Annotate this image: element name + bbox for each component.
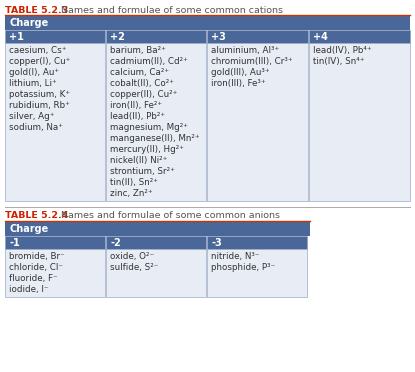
Text: copper(I), Cu⁺: copper(I), Cu⁺: [9, 57, 71, 66]
Bar: [207, 236, 307, 249]
Text: chromium(III), Cr³⁺: chromium(III), Cr³⁺: [211, 57, 293, 66]
Text: TABLE 5.2.3: TABLE 5.2.3: [5, 6, 68, 15]
Text: iodide, I⁻: iodide, I⁻: [9, 285, 49, 294]
Text: bromide, Br⁻: bromide, Br⁻: [9, 252, 65, 261]
Text: calcium, Ca²⁺: calcium, Ca²⁺: [110, 68, 169, 77]
Text: gold(III), Au³⁺: gold(III), Au³⁺: [211, 68, 270, 77]
Text: Names and formulae of some common anions: Names and formulae of some common anions: [58, 211, 280, 220]
Text: fluoride, F⁻: fluoride, F⁻: [9, 274, 58, 283]
Bar: [5, 43, 105, 201]
Text: cadmium(II), Cd²⁺: cadmium(II), Cd²⁺: [110, 57, 188, 66]
Bar: [106, 249, 206, 297]
Text: rubidium, Rb⁺: rubidium, Rb⁺: [9, 101, 70, 110]
Text: -1: -1: [9, 238, 20, 248]
Text: lead(II), Pb²⁺: lead(II), Pb²⁺: [110, 112, 165, 121]
Text: barium, Ba²⁺: barium, Ba²⁺: [110, 46, 166, 55]
Bar: [309, 43, 410, 201]
Text: aluminium, Al³⁺: aluminium, Al³⁺: [211, 46, 279, 55]
Text: nickel(II) Ni²⁺: nickel(II) Ni²⁺: [110, 156, 167, 165]
Bar: [207, 30, 308, 43]
Text: -3: -3: [211, 238, 222, 248]
Bar: [5, 249, 105, 297]
Text: chloride, Cl⁻: chloride, Cl⁻: [9, 263, 63, 272]
Text: Names and formulae of some common cations: Names and formulae of some common cation…: [58, 6, 283, 15]
Text: potassium, K⁺: potassium, K⁺: [9, 90, 70, 99]
Text: iron(II), Fe²⁺: iron(II), Fe²⁺: [110, 101, 162, 110]
Text: Charge: Charge: [9, 18, 48, 28]
Bar: [106, 236, 206, 249]
Text: +1: +1: [9, 32, 24, 42]
Text: oxide, O²⁻: oxide, O²⁻: [110, 252, 154, 261]
Text: +3: +3: [211, 32, 226, 42]
Bar: [5, 30, 105, 43]
Text: +4: +4: [313, 32, 328, 42]
Text: phosphide, P³⁻: phosphide, P³⁻: [211, 263, 275, 272]
Text: iron(III), Fe³⁺: iron(III), Fe³⁺: [211, 79, 266, 88]
Text: copper(II), Cu²⁺: copper(II), Cu²⁺: [110, 90, 177, 99]
Bar: [309, 30, 410, 43]
Text: manganese(II), Mn²⁺: manganese(II), Mn²⁺: [110, 134, 200, 143]
Text: magnesium, Mg²⁺: magnesium, Mg²⁺: [110, 123, 188, 132]
Text: sodium, Na⁺: sodium, Na⁺: [9, 123, 63, 132]
Bar: [106, 43, 206, 201]
Text: gold(I), Au⁺: gold(I), Au⁺: [9, 68, 59, 77]
Text: strontium, Sr²⁺: strontium, Sr²⁺: [110, 167, 175, 176]
Text: nitride, N³⁻: nitride, N³⁻: [211, 252, 259, 261]
Text: mercury(II), Hg²⁺: mercury(II), Hg²⁺: [110, 145, 184, 154]
Text: -2: -2: [110, 238, 121, 248]
Text: tin(IV), Sn⁴⁺: tin(IV), Sn⁴⁺: [313, 57, 364, 66]
Text: caesium, Cs⁺: caesium, Cs⁺: [9, 46, 66, 55]
Bar: [207, 43, 308, 201]
Text: lithium, Li⁺: lithium, Li⁺: [9, 79, 57, 88]
Text: cobalt(II), Co²⁺: cobalt(II), Co²⁺: [110, 79, 174, 88]
Text: zinc, Zn²⁺: zinc, Zn²⁺: [110, 189, 153, 198]
Text: silver, Ag⁺: silver, Ag⁺: [9, 112, 54, 121]
Text: Charge: Charge: [9, 224, 48, 234]
Text: tin(II), Sn²⁺: tin(II), Sn²⁺: [110, 178, 158, 187]
Text: TABLE 5.2.4: TABLE 5.2.4: [5, 211, 68, 220]
Bar: [5, 222, 310, 236]
Bar: [207, 249, 307, 297]
Bar: [5, 16, 410, 30]
Bar: [106, 30, 206, 43]
Bar: [5, 236, 105, 249]
Text: lead(IV), Pb⁴⁺: lead(IV), Pb⁴⁺: [313, 46, 371, 55]
Text: +2: +2: [110, 32, 125, 42]
Text: sulfide, S²⁻: sulfide, S²⁻: [110, 263, 159, 272]
